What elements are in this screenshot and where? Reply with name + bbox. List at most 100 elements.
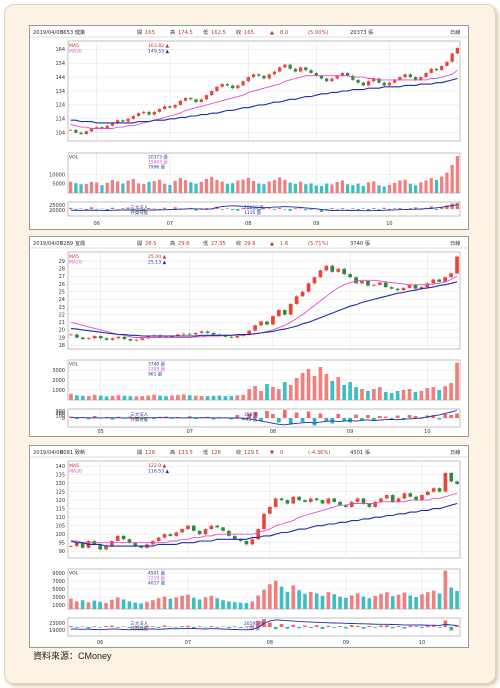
candle-body [257, 74, 261, 76]
volume-bar [429, 178, 433, 193]
candle-body [98, 544, 102, 550]
institutional-bar [389, 418, 394, 420]
price-tick-label: 23 [59, 305, 65, 311]
volume-bar [183, 180, 188, 193]
candle-body [293, 68, 297, 72]
candle-body [127, 539, 132, 543]
header-3: 2019/04/088081 致新開 128 高 133.5 低 128 收 129.5 ▼ 0(… [33, 448, 460, 456]
institutional-label: 三大法人 [130, 411, 148, 418]
institutional-bar [342, 418, 347, 421]
volume-label: VOL [69, 571, 79, 577]
candle-body [225, 84, 230, 86]
volume-bar [98, 601, 102, 609]
candle-body [231, 85, 235, 89]
ma-label: MA5 [69, 254, 79, 260]
header-change: 8.0 [280, 30, 288, 36]
institutional-tick-label: 300 [55, 409, 65, 415]
volume-bar [419, 182, 423, 193]
institutional-tick-label: 0 [62, 416, 65, 422]
institutional-bar [419, 418, 424, 419]
volume-bar [355, 593, 360, 609]
candle-body [285, 500, 290, 504]
institutional-bar [92, 416, 97, 418]
volume-bar [220, 181, 224, 193]
institutional-bar [145, 625, 149, 627]
volume-bar [354, 387, 358, 400]
price-tick-label: 25 [59, 290, 65, 296]
volume-bar [431, 387, 436, 400]
candle-body [81, 337, 85, 340]
volume-value: 2219 張 [148, 576, 166, 582]
institutional-bar [278, 207, 282, 209]
x-tick-label: 08 [245, 221, 251, 227]
volume-bar [272, 180, 277, 193]
header-change_pct: (5.71%) [308, 241, 329, 247]
institutional-bar [349, 625, 354, 627]
volume-value: 3740 張 [148, 362, 166, 368]
candle-body [398, 77, 402, 80]
institutional-bar [282, 410, 287, 418]
candle-body [309, 70, 313, 73]
volume-bar [241, 394, 246, 400]
volume-bar [92, 394, 97, 400]
chart-panel-2: 2019/04/08 5289 宜鼎開 28.5 高 29.6 低 27.35 收 29.6 ▲ 1… [29, 236, 469, 437]
candle-body [373, 501, 377, 507]
institutional-bar [373, 627, 377, 628]
volume-bar [403, 179, 407, 193]
volume-bar [445, 172, 449, 193]
volume-bar [116, 395, 121, 400]
candle-body [168, 106, 172, 108]
x-tick-label: 06 [94, 221, 100, 227]
institutional-bar [79, 208, 83, 209]
candle-body [449, 472, 454, 482]
ma20-line [70, 492, 458, 544]
institutional-bar [308, 627, 313, 628]
institutional-bar [336, 414, 341, 418]
candle-body [297, 496, 301, 501]
institutional-bar [312, 418, 317, 426]
candle-body [431, 279, 436, 284]
volume-bar [236, 180, 240, 193]
candle-body [268, 506, 272, 514]
volume-bar [268, 584, 272, 609]
candle-body [126, 118, 130, 122]
institutional-bar [204, 208, 209, 209]
institutional-bar [69, 416, 73, 418]
institutional-bar [235, 415, 240, 418]
institutional-value: 1116 張 [244, 210, 262, 216]
institutional-tick-label: 19000 [49, 628, 65, 634]
candle-body [74, 542, 79, 547]
candle-body [304, 67, 308, 71]
header-low: 128 [211, 450, 221, 456]
candle-body [443, 277, 447, 282]
price-tick-label: 24 [59, 297, 65, 303]
institutional-bar [147, 208, 151, 209]
institutional-bar [377, 209, 381, 210]
x-tick-label: 05 [97, 429, 103, 435]
candle-body [312, 277, 317, 284]
candle-body [377, 78, 381, 83]
header-volume_text: 20373 張 [350, 29, 374, 36]
candle-body [366, 81, 371, 86]
candle-body [147, 111, 151, 115]
volume-bar [271, 387, 275, 400]
institutional-bar [335, 209, 339, 210]
candle-body [98, 336, 103, 339]
institutional-bar [372, 208, 376, 209]
volume-bar [293, 183, 297, 193]
institutional-bar [186, 625, 190, 627]
candle-body [191, 525, 196, 531]
institutional-label: 三大法人 [130, 620, 148, 627]
candle-body [162, 534, 167, 538]
candle-body [300, 291, 305, 297]
candle-body [319, 75, 324, 79]
volume-bar [413, 185, 418, 193]
header-open_label: 開 [137, 449, 142, 456]
candle-body [265, 321, 269, 325]
volume-bar [79, 184, 83, 193]
volume-bar [110, 395, 115, 400]
header-code: 5289 宜鼎 [60, 239, 85, 247]
volume-bar [377, 185, 381, 193]
institutional-bar [325, 209, 329, 211]
institutional-bar [298, 208, 303, 210]
